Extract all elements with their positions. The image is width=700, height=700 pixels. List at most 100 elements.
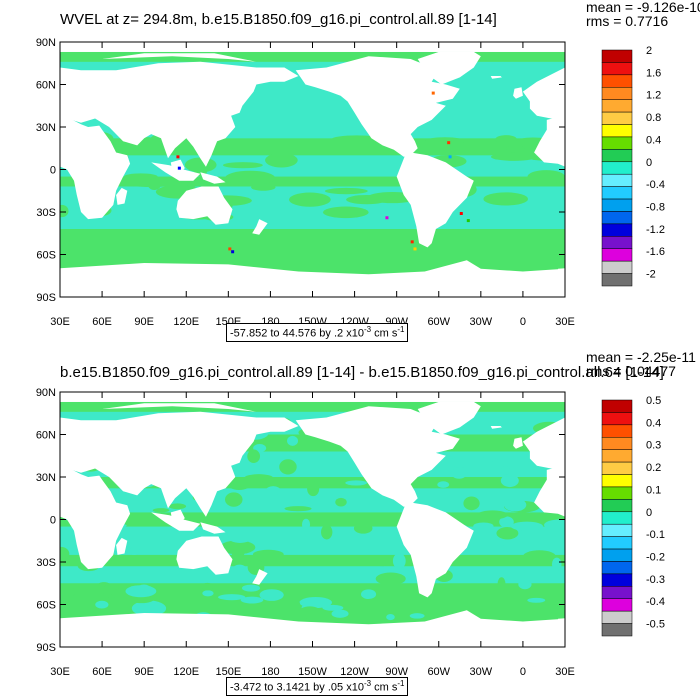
y-tick-label: 0	[50, 165, 56, 177]
rms-stat: rms = 0.04477	[586, 363, 676, 379]
ocean-patch	[375, 572, 406, 586]
ocean-patch	[437, 481, 450, 488]
rms-stat: rms = 0.7716	[586, 13, 669, 29]
x-tick-label: 30E	[50, 666, 70, 678]
y-tick-label: 90S	[36, 642, 56, 654]
colorbar-swatch	[601, 173, 633, 187]
x-tick-label: 30W	[470, 666, 493, 678]
y-tick-label: 60S	[36, 600, 56, 612]
colorbar-swatch	[601, 248, 633, 262]
contour-range-box: -3.472 to 3.1421 by .05 x10-3 cm s-1	[226, 677, 409, 696]
ocean-patch	[60, 546, 70, 561]
colorbar-swatch	[601, 536, 633, 550]
colorbar-swatch	[601, 124, 633, 138]
y-tick-label: 60N	[36, 80, 56, 92]
colorbar-label: -1.6	[646, 246, 665, 258]
ocean-band	[60, 51, 565, 62]
ocean-patch	[222, 162, 263, 169]
colorbar-label: 0	[646, 157, 652, 169]
x-tick-label: 30W	[470, 316, 493, 328]
range-unit: cm s	[371, 681, 398, 694]
ocean-band	[60, 401, 565, 412]
ocean-patch	[345, 545, 371, 551]
land-newzealand	[252, 219, 268, 235]
ocean-patch	[219, 540, 256, 555]
ocean-patch	[496, 527, 519, 540]
land-arcticisl	[102, 403, 257, 412]
colorbar-swatch	[601, 424, 633, 438]
ocean-patch	[265, 486, 281, 496]
map-field	[60, 42, 700, 297]
land-borneo	[676, 510, 690, 524]
y-tick-label: 90N	[36, 37, 56, 49]
ocean-patch	[95, 600, 109, 609]
land-borneo	[676, 160, 690, 174]
ocean-patch	[103, 584, 112, 598]
land-madagascar	[116, 537, 128, 555]
colorbar-label: -0.2	[646, 552, 665, 564]
colorbar-swatch	[601, 87, 633, 100]
colorbar-swatch	[601, 198, 633, 212]
colorbar-swatch	[601, 511, 633, 525]
land-iceland	[490, 426, 502, 429]
ocean-patch	[242, 459, 273, 470]
land-eurasia	[522, 67, 565, 119]
ocean-patch	[168, 503, 187, 510]
land-australia	[681, 187, 700, 225]
plot-title: b.e15.B1850.f09_g16.pi_control.all.89 [1…	[60, 364, 664, 381]
colorbar-swatch	[601, 399, 633, 413]
ocean-patch	[353, 523, 373, 534]
colorbar-swatch	[601, 260, 633, 274]
land-africa	[60, 467, 131, 570]
y-tick-label: 60S	[36, 250, 56, 262]
ocean-band	[60, 176, 565, 187]
coastal-speck	[177, 166, 181, 170]
x-tick-label: 150W	[298, 666, 327, 678]
colorbar-swatch	[601, 449, 633, 463]
colorbar-swatch	[601, 523, 633, 537]
plot-title: WVEL at z= 294.8m, b.e15.B1850.f09_g16.p…	[60, 11, 497, 28]
y-tick-label: 60N	[36, 430, 56, 442]
ocean-patch	[302, 500, 314, 507]
x-tick-label: 90E	[134, 666, 154, 678]
colorbar-label: -0.5	[646, 619, 665, 631]
range-unit-exponent: -1	[397, 325, 405, 334]
colorbar-swatch	[601, 136, 633, 150]
ocean-patch	[527, 597, 546, 603]
coastal-speck	[385, 216, 389, 220]
ocean-patch	[284, 506, 312, 512]
ocean-patch	[335, 497, 347, 507]
range-unit: cm s	[371, 327, 398, 340]
coastal-speck	[176, 155, 180, 159]
ocean-patch	[463, 496, 480, 511]
colorbar-swatch	[601, 573, 633, 587]
coastal-speck	[466, 219, 470, 223]
x-tick-label: 60E	[92, 316, 112, 328]
coastal-speck	[431, 91, 435, 95]
colorbar-swatch	[601, 437, 633, 450]
ocean-patch	[505, 145, 525, 153]
colorbar-label: 0.4	[646, 134, 661, 146]
land-samerica	[396, 502, 474, 598]
x-tick-label: 60E	[92, 666, 112, 678]
ocean-patch	[152, 508, 170, 513]
x-tick-label: 120E	[173, 666, 199, 678]
ocean-patch	[551, 557, 562, 572]
coastal-speck	[413, 247, 417, 251]
ocean-patch	[128, 547, 140, 556]
land-eurasia	[60, 411, 299, 517]
coastal-speck	[448, 155, 452, 159]
ocean-patch	[297, 606, 322, 619]
ocean-patch	[60, 540, 76, 550]
ocean-patch	[324, 187, 368, 195]
ocean-patch	[279, 459, 297, 475]
x-tick-label: 120E	[173, 316, 199, 328]
ocean-patch	[346, 194, 388, 205]
ocean-patch	[265, 153, 298, 168]
coastal-speck	[410, 240, 414, 244]
ocean-patch	[240, 596, 264, 604]
ocean-patch	[252, 549, 284, 560]
ocean-patch	[409, 613, 425, 619]
colorbar-swatch	[601, 486, 633, 500]
colorbar-label: 1.2	[646, 90, 661, 102]
